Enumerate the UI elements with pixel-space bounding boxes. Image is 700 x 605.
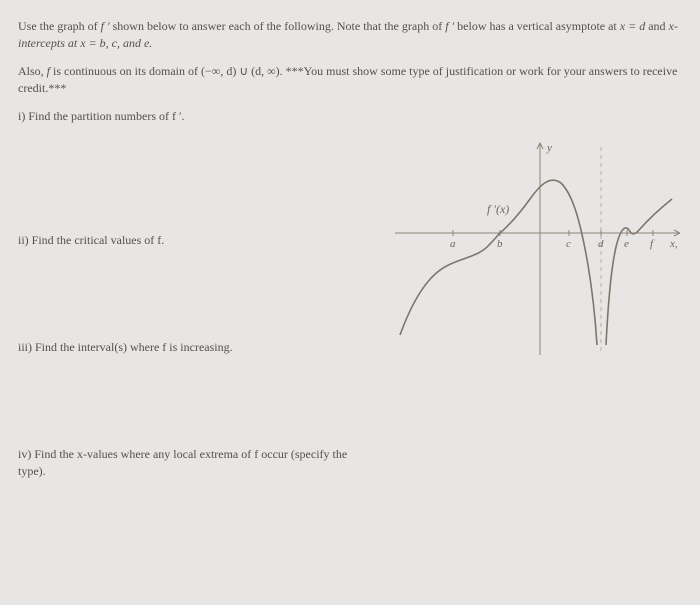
xint-eq: x = b, c, and e. [80, 36, 152, 50]
question-iv: iv) Find the x-values where any local ex… [18, 446, 348, 480]
question-ii: ii) Find the critical values of f. [18, 232, 348, 249]
fprime: f ′ [101, 19, 110, 33]
problem-intro-2: Also, f is continuous on its domain of (… [18, 63, 682, 98]
intro-text: and [645, 19, 668, 33]
svg-text:c: c [566, 238, 571, 250]
svg-text:a: a [450, 238, 456, 250]
svg-text:f ′(x): f ′(x) [487, 202, 509, 216]
domain-expr: (−∞, d) ∪ (d, ∞). [201, 64, 283, 78]
svg-text:f: f [650, 238, 655, 250]
svg-text:e: e [624, 238, 629, 250]
asymptote-eq: x = d [620, 19, 645, 33]
fprime: f ′ [445, 19, 454, 33]
svg-text:b: b [497, 238, 503, 250]
intro-text: Also, [18, 64, 47, 78]
intro-text: is continuous on its domain of [50, 64, 201, 78]
question-i: i) Find the partition numbers of f ′. [18, 108, 348, 125]
intro-text: Use the graph of [18, 19, 101, 33]
question-iii: iii) Find the interval(s) where f is inc… [18, 339, 348, 356]
intro-text: below has a vertical asymptote at [454, 19, 620, 33]
problem-intro: Use the graph of f ′ shown below to answ… [18, 18, 682, 53]
graph-svg: yx,abcdeff ′(x) [395, 135, 680, 355]
derivative-graph: yx,abcdeff ′(x) [395, 135, 680, 355]
svg-text:x,: x, [669, 238, 678, 250]
intro-text: shown below to answer each of the follow… [110, 19, 446, 33]
svg-text:y: y [546, 142, 552, 154]
